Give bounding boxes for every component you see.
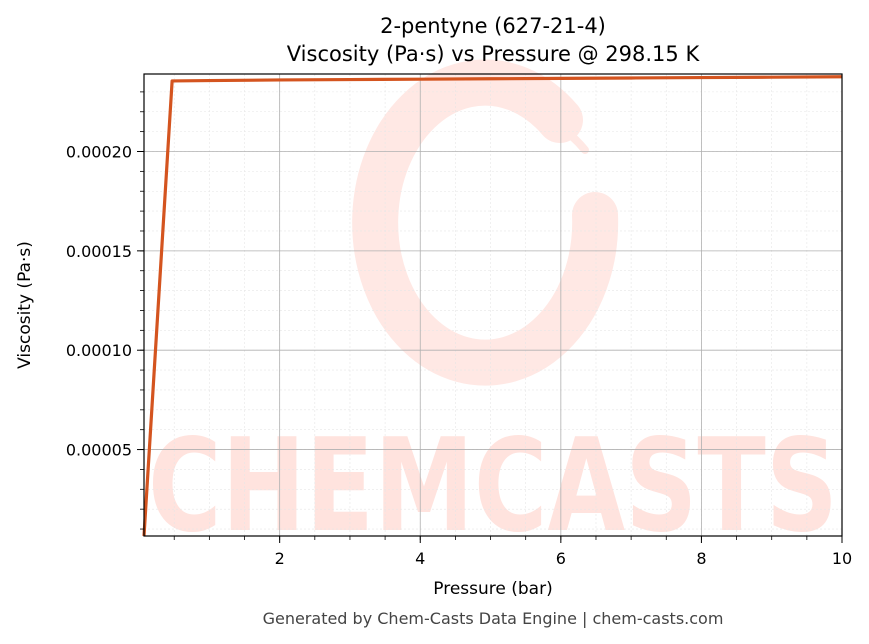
series-line [142,75,843,537]
chart-title: 2-pentyne (627-21-4) [380,14,606,38]
x-tick-label: 2 [275,549,285,568]
y-tick-label: 0.00010 [66,341,132,360]
y-tick-label: 0.00020 [66,142,132,161]
y-tick-label: 0.00005 [66,441,132,460]
watermark-logo-icon [352,59,619,386]
plot-frame [143,73,843,537]
watermark-text: CHEMCASTS [148,412,838,561]
x-tick-label: 8 [696,549,706,568]
x-tick-label: 4 [415,549,425,568]
x-axis-label: Pressure (bar) [433,579,552,599]
series-layer [142,75,843,537]
tick-labels: 2 4 6 8 10 0.00005 0.00010 0.00015 0.00020 [66,142,852,568]
ticks [137,91,843,543]
footer-credit: Generated by Chem-Casts Data Engine | ch… [263,609,724,628]
x-tick-label: 10 [832,549,852,568]
y-axis-label: Viscosity (Pa·s) [15,241,35,369]
y-tick-label: 0.00015 [66,242,132,261]
chart-subtitle: Viscosity (Pa·s) vs Pressure @ 298.15 K [287,42,701,66]
x-tick-label: 6 [556,549,566,568]
